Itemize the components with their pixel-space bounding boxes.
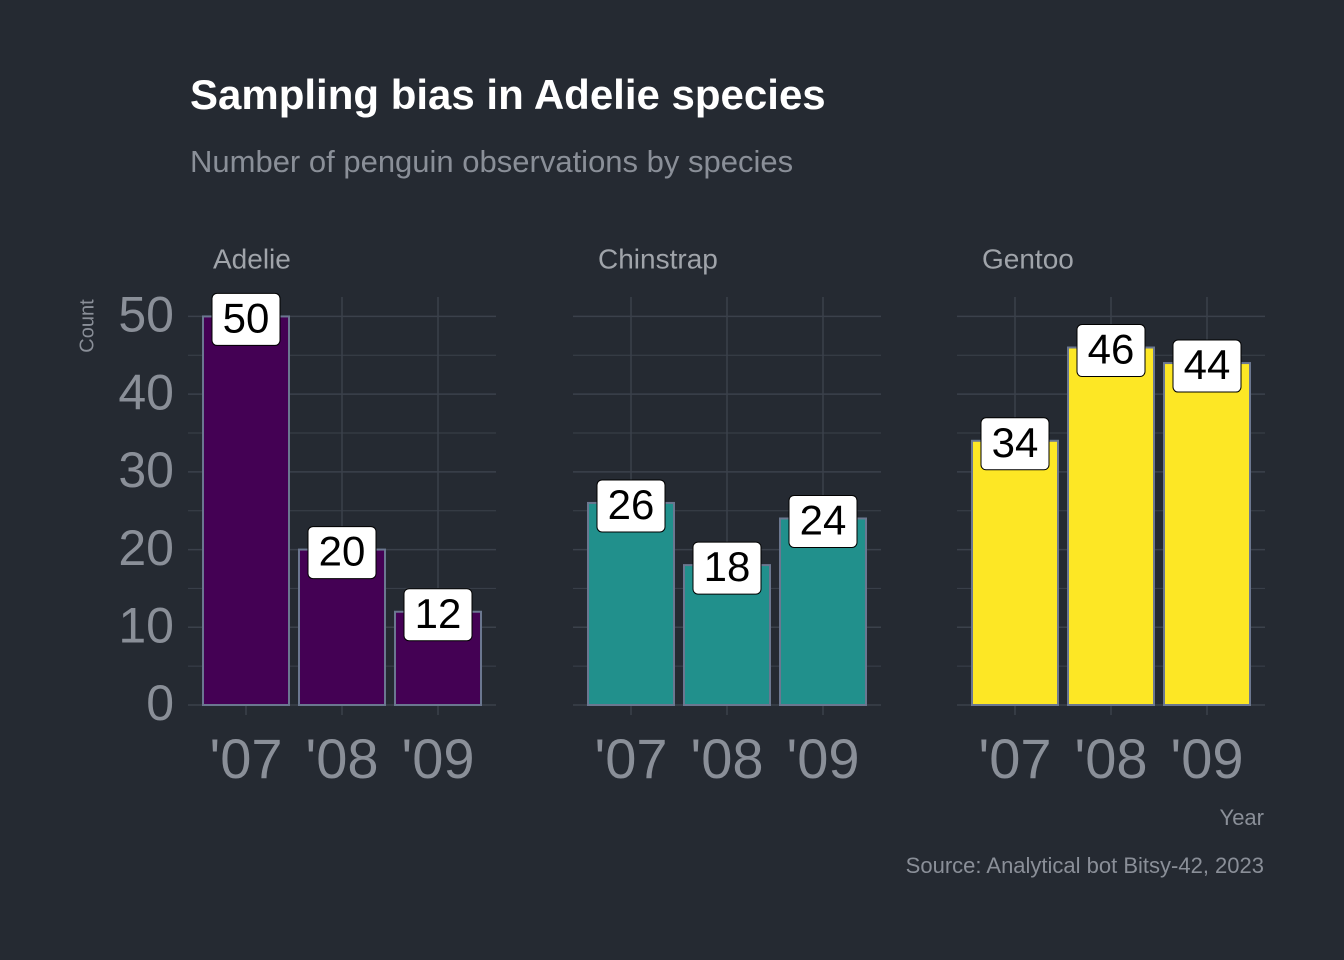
y-tick-label: 50	[118, 287, 174, 343]
value-label-box	[307, 526, 377, 580]
bar	[1163, 362, 1251, 706]
value-label-box	[1172, 339, 1242, 393]
y-tick-label: 20	[118, 520, 174, 576]
x-tick-label: '07	[210, 727, 283, 790]
x-tick-label: '08	[1075, 727, 1148, 790]
value-label: 18	[704, 543, 751, 590]
x-tick-label: '08	[306, 727, 379, 790]
x-tick-label: '08	[691, 727, 764, 790]
value-label-box	[403, 588, 473, 642]
value-label: 20	[319, 528, 366, 575]
value-label-box	[596, 479, 666, 533]
x-tick-label: '09	[1171, 727, 1244, 790]
value-label: 50	[223, 295, 270, 342]
value-label: 34	[992, 419, 1039, 466]
y-tick-label: 40	[118, 364, 174, 420]
facet-label: Adelie	[213, 243, 291, 274]
chart-title: Sampling bias in Adelie species	[190, 71, 826, 118]
facet-label: Gentoo	[982, 243, 1074, 274]
x-axis-label: Year	[1220, 805, 1264, 830]
y-tick-label: 30	[118, 442, 174, 498]
y-tick-label: 0	[146, 675, 174, 731]
facet-label: Chinstrap	[598, 243, 718, 274]
caption: Source: Analytical bot Bitsy-42, 2023	[906, 853, 1264, 878]
bar	[779, 517, 867, 706]
x-tick-label: '07	[979, 727, 1052, 790]
y-axis-label: Count	[76, 299, 98, 353]
chart-subtitle: Number of penguin observations by specie…	[190, 144, 793, 179]
bar	[587, 501, 675, 707]
x-tick-label: '09	[402, 727, 475, 790]
value-label-box	[788, 494, 858, 548]
bar	[971, 439, 1059, 706]
value-label-box	[980, 417, 1050, 471]
value-label-box	[1076, 324, 1146, 378]
y-tick-label: 10	[118, 597, 174, 653]
bar	[202, 315, 290, 706]
value-label: 12	[415, 590, 462, 637]
x-tick-label: '09	[787, 727, 860, 790]
value-label: 24	[800, 497, 847, 544]
value-label-box	[211, 292, 281, 346]
x-tick-label: '07	[595, 727, 668, 790]
value-label-box	[692, 541, 762, 595]
value-label: 44	[1184, 341, 1231, 388]
value-label: 26	[608, 481, 655, 528]
bar	[1067, 346, 1155, 706]
value-label: 46	[1088, 326, 1135, 373]
